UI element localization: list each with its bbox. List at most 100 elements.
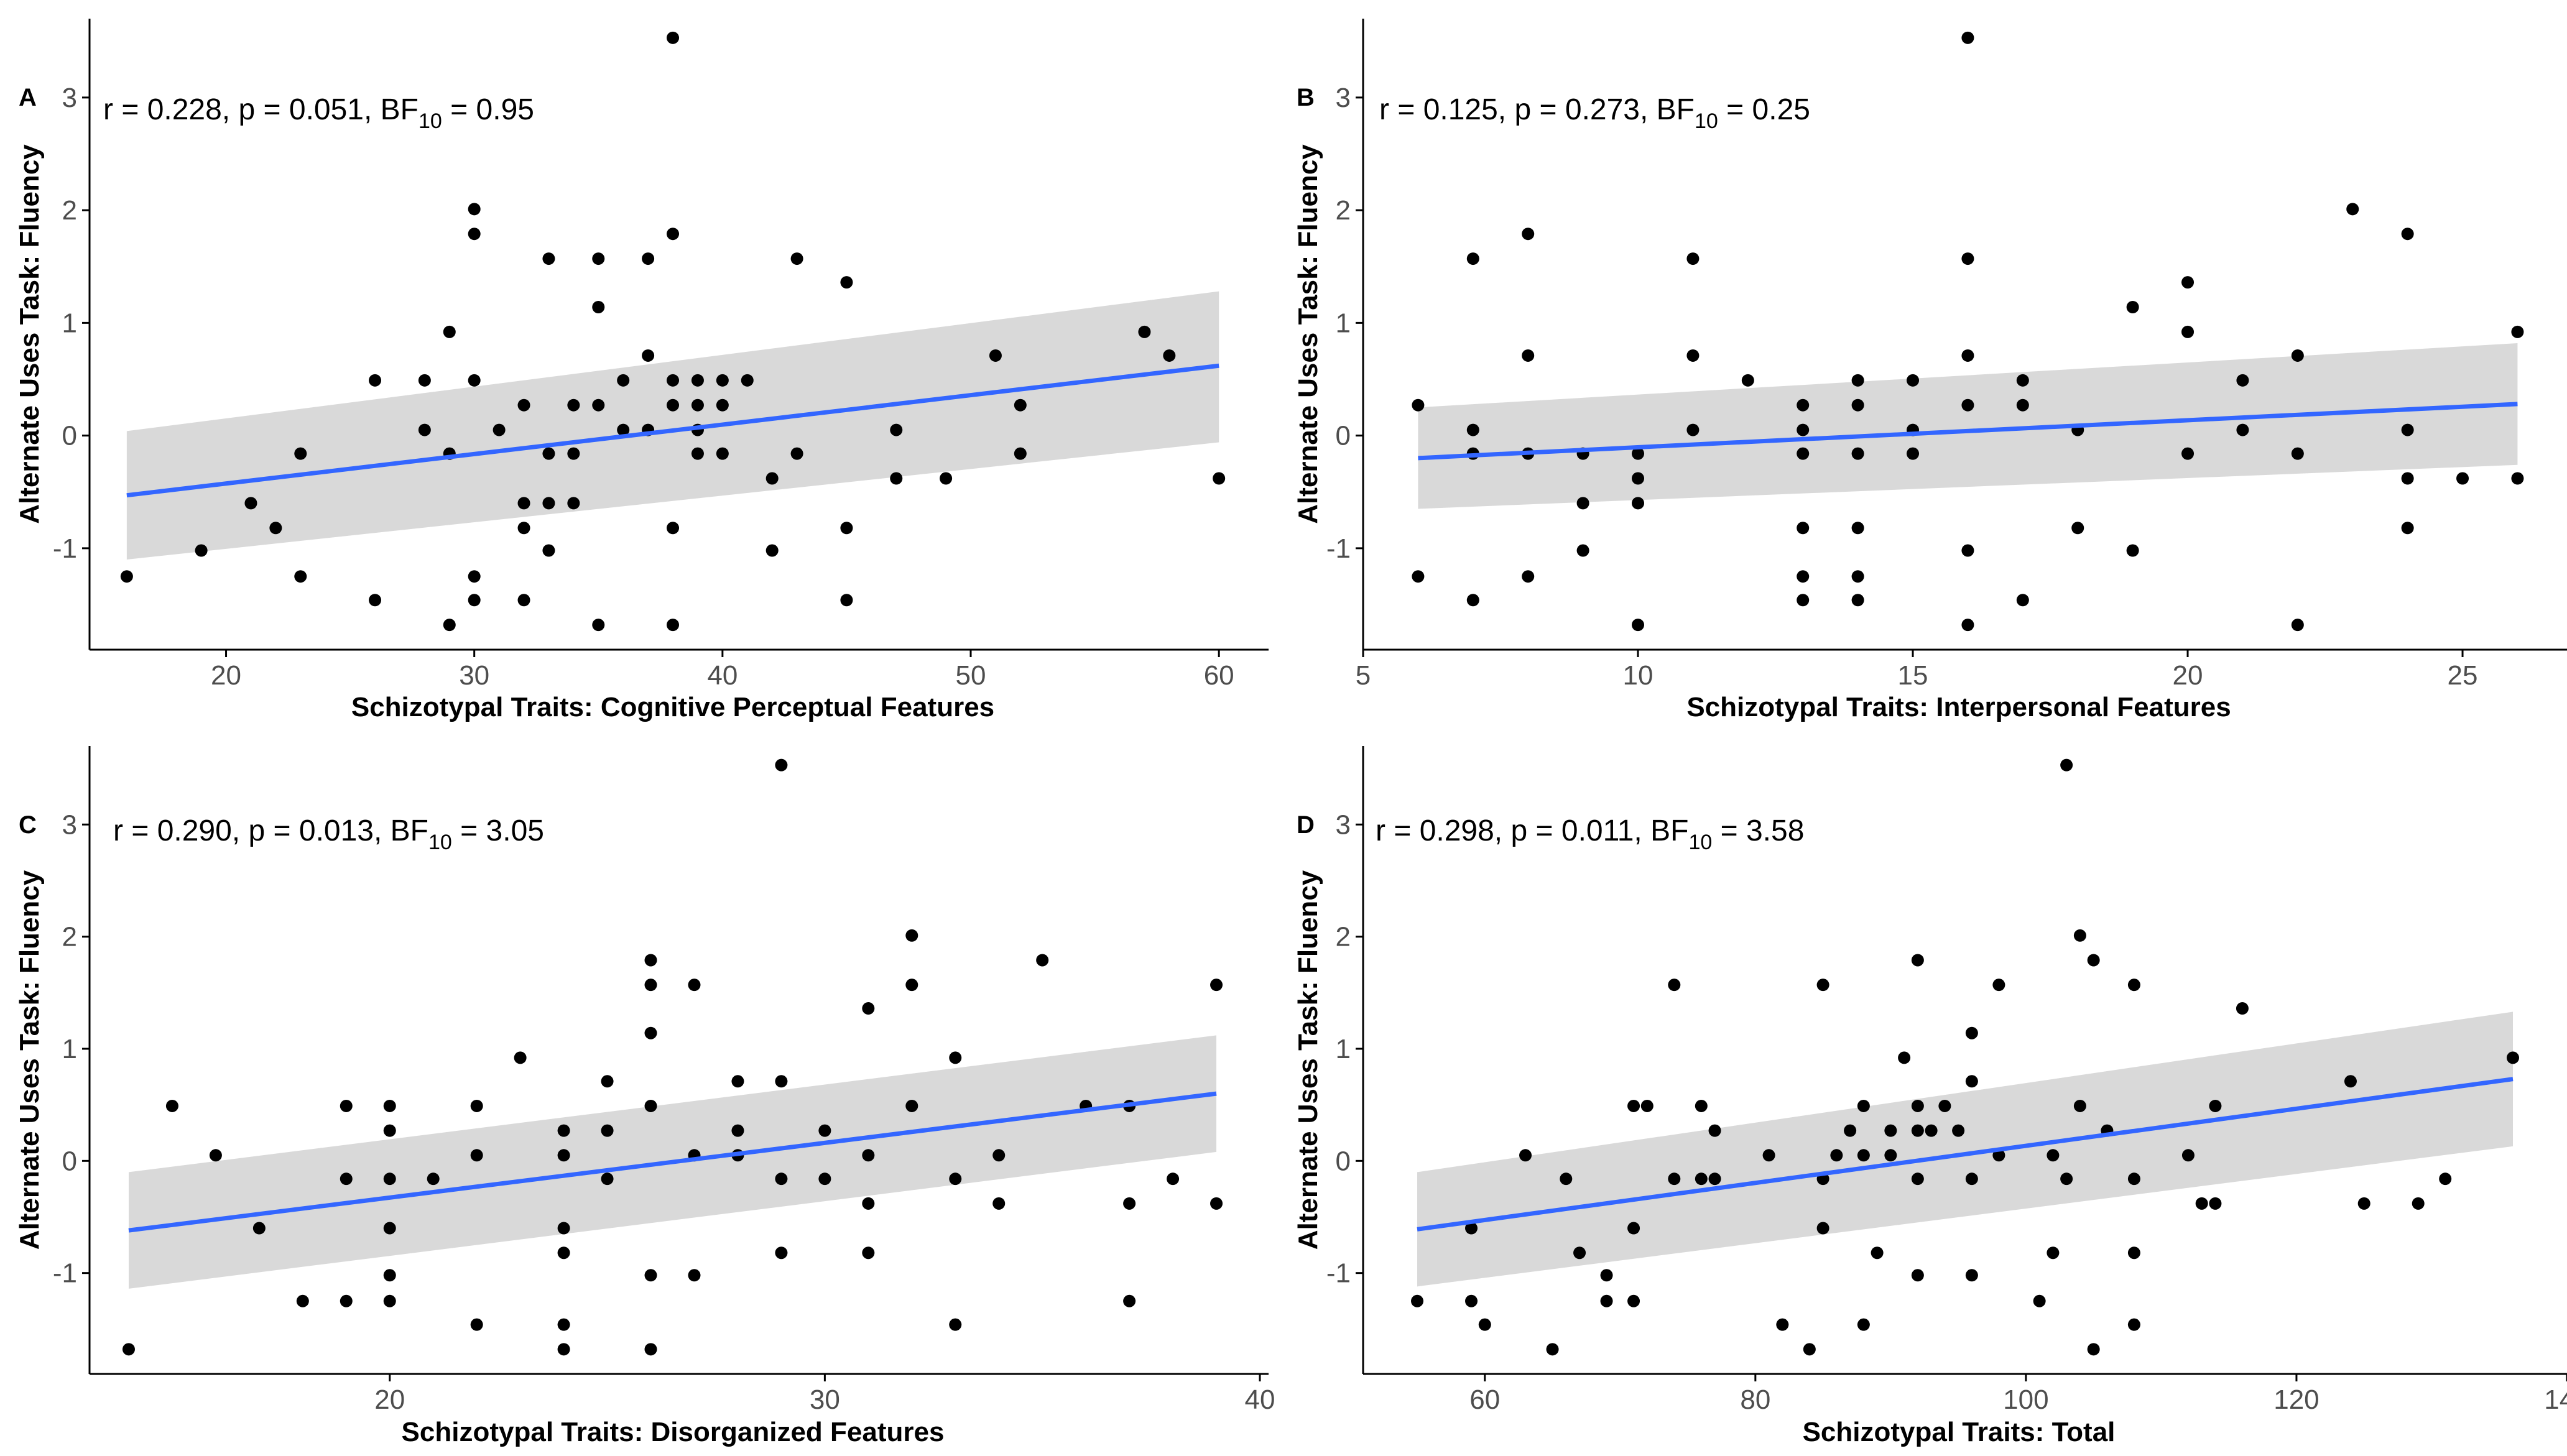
x-axis-title-a: Schizotypal Traits: Cognitive Perceptual… bbox=[351, 692, 994, 722]
data-point bbox=[2401, 472, 2414, 485]
data-point bbox=[688, 979, 701, 992]
confidence-band-d bbox=[1417, 1011, 2513, 1287]
data-point bbox=[790, 252, 803, 265]
data-point bbox=[1546, 1343, 1559, 1356]
data-point bbox=[601, 1173, 614, 1186]
data-point bbox=[517, 497, 530, 510]
data-point bbox=[1576, 497, 1589, 510]
x-tick-label: 120 bbox=[2273, 1385, 2319, 1415]
data-point bbox=[2456, 472, 2469, 485]
stats-annotation-a: r = 0.228, p = 0.051, BF10 = 0.95 bbox=[103, 93, 534, 133]
data-point bbox=[2511, 472, 2524, 485]
data-point bbox=[992, 1149, 1006, 1162]
data-point bbox=[2357, 1197, 2370, 1210]
data-point bbox=[1851, 570, 1864, 583]
data-point bbox=[1965, 1026, 1978, 1039]
data-point bbox=[1522, 349, 1535, 362]
data-point bbox=[765, 472, 779, 485]
data-point bbox=[644, 1099, 657, 1112]
data-point bbox=[862, 1197, 875, 1210]
data-point bbox=[1857, 1099, 1870, 1112]
data-point bbox=[1600, 1269, 1613, 1282]
data-point bbox=[1686, 423, 1700, 436]
data-point bbox=[862, 1002, 875, 1015]
data-point bbox=[269, 522, 282, 535]
data-point bbox=[1762, 1149, 1775, 1162]
stats-annotation-c: r = 0.290, p = 0.013, BF10 = 3.05 bbox=[113, 814, 544, 854]
data-point bbox=[2506, 1051, 2519, 1064]
panel-letter-c: C bbox=[19, 811, 37, 839]
data-point bbox=[1522, 228, 1535, 241]
data-point bbox=[120, 570, 133, 583]
data-point bbox=[765, 544, 779, 557]
data-point bbox=[1708, 1173, 1721, 1186]
data-point bbox=[2511, 325, 2524, 338]
data-point bbox=[1961, 349, 1974, 362]
data-point bbox=[1965, 1075, 1978, 1088]
data-point bbox=[1857, 1149, 1870, 1162]
y-tick-label: 1 bbox=[1336, 308, 1351, 338]
panel-d: -1 0 1 2 3 60 80 100 120 140 Schizotypal Traits: T… bbox=[1293, 746, 2567, 1447]
data-point bbox=[1884, 1124, 1897, 1137]
y-tick-label: 3 bbox=[62, 809, 77, 840]
data-point bbox=[2127, 1246, 2140, 1260]
y-tick-label: 0 bbox=[62, 1146, 77, 1176]
data-point bbox=[1632, 447, 1645, 460]
panel-c: -1 0 1 2 3 20 30 40 Schizotypal Traits: Disorgan… bbox=[14, 746, 1275, 1447]
data-point bbox=[443, 619, 456, 632]
x-tick-label: 20 bbox=[211, 660, 241, 691]
data-point bbox=[2291, 349, 2304, 362]
data-point bbox=[1668, 979, 1681, 992]
data-point bbox=[1167, 1173, 1180, 1186]
x-tick-label: 20 bbox=[374, 1385, 405, 1415]
data-point bbox=[1797, 570, 1810, 583]
x-tick-label: 60 bbox=[1469, 1385, 1500, 1415]
data-point bbox=[775, 1075, 788, 1088]
y-tick-label: 1 bbox=[1336, 1034, 1351, 1064]
data-point bbox=[1695, 1173, 1708, 1186]
data-point bbox=[1412, 399, 1425, 412]
data-point bbox=[1576, 544, 1589, 557]
data-point bbox=[1466, 423, 1479, 436]
data-point bbox=[2236, 423, 2249, 436]
data-point bbox=[601, 1075, 614, 1088]
data-point bbox=[418, 374, 431, 387]
y-tick-label: -1 bbox=[53, 533, 77, 564]
data-point bbox=[2087, 954, 2100, 967]
regression-line-a bbox=[126, 363, 1219, 498]
data-point bbox=[716, 399, 729, 412]
data-point bbox=[1952, 1124, 1965, 1137]
x-tick-label: 25 bbox=[2448, 660, 2478, 691]
data-point bbox=[1123, 1197, 1136, 1210]
data-point bbox=[1522, 570, 1535, 583]
data-point bbox=[2060, 1173, 2073, 1186]
data-point bbox=[1907, 447, 1920, 460]
data-point bbox=[1992, 979, 2005, 992]
data-point bbox=[1797, 447, 1810, 460]
data-point bbox=[592, 252, 605, 265]
data-point bbox=[2047, 1149, 2060, 1162]
data-point bbox=[557, 1149, 570, 1162]
data-point bbox=[1961, 619, 1974, 632]
data-point bbox=[691, 374, 704, 387]
data-point bbox=[790, 447, 803, 460]
x-tick-label: 30 bbox=[810, 1385, 840, 1415]
x-tick-label: 60 bbox=[1204, 660, 1234, 691]
data-point bbox=[517, 594, 530, 607]
data-point bbox=[470, 1318, 483, 1331]
data-point bbox=[592, 301, 605, 313]
data-point bbox=[2127, 1318, 2140, 1331]
y-axis-title-c: Alternate Uses Task: Fluency bbox=[14, 870, 45, 1250]
y-tick-label: 3 bbox=[62, 83, 77, 113]
x-tick-label: 50 bbox=[956, 660, 986, 691]
data-point bbox=[1992, 1149, 2005, 1162]
x-tick-label: 15 bbox=[1898, 660, 1928, 691]
data-point bbox=[1632, 472, 1645, 485]
data-point bbox=[644, 1269, 657, 1282]
data-point bbox=[244, 497, 257, 510]
panel-letter-a: A bbox=[19, 84, 37, 111]
data-point bbox=[1695, 1099, 1708, 1112]
y-tick-label: 1 bbox=[62, 1034, 77, 1064]
data-point bbox=[731, 1124, 744, 1137]
data-point bbox=[1898, 1051, 1911, 1064]
